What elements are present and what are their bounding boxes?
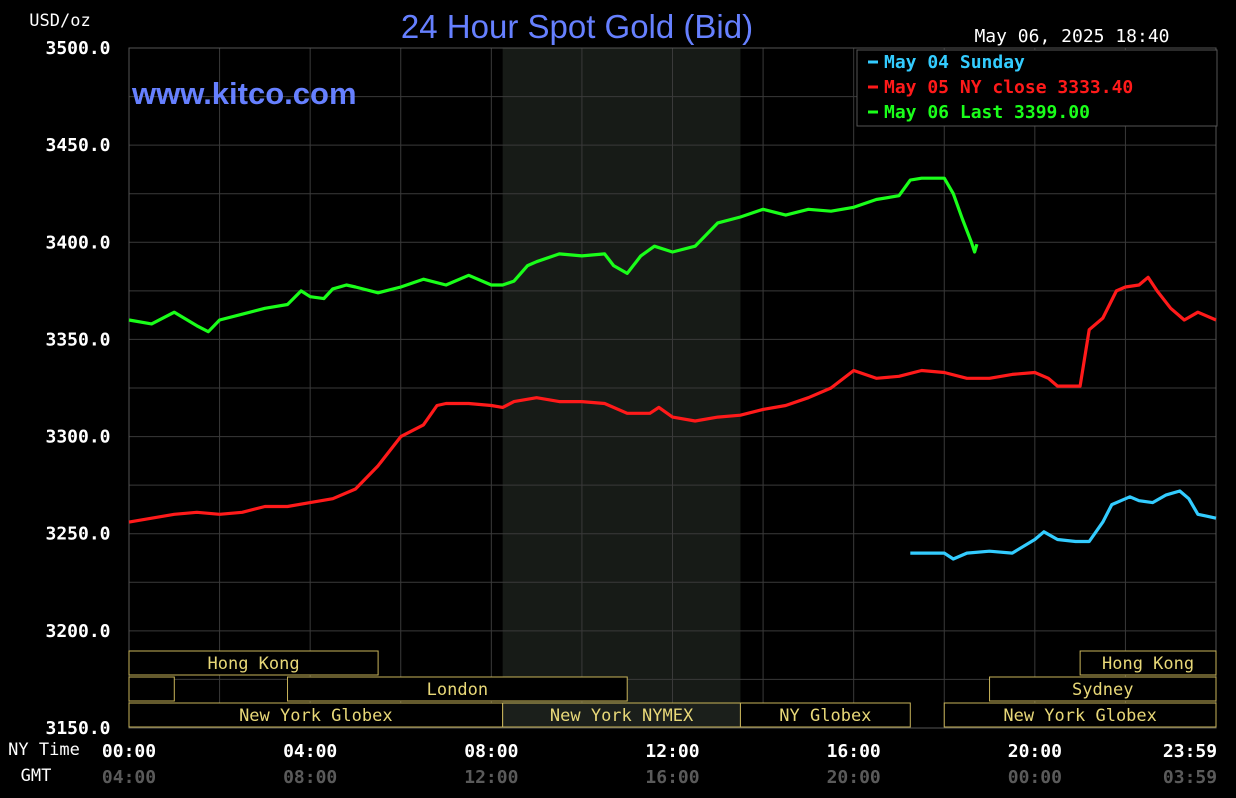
- market-bar-blank: [128, 676, 175, 702]
- market-label: New York Globex: [1003, 706, 1157, 726]
- ny-time-label: NY Time: [8, 740, 80, 760]
- market-label: Hong Kong: [1102, 654, 1194, 674]
- y-tick-label: 3200.0: [45, 621, 110, 642]
- price-series: [128, 176, 1217, 561]
- chart-title: 24 Hour Spot Gold (Bid): [401, 8, 753, 45]
- legend-markers: [868, 60, 878, 114]
- market-bar-sydney: [989, 676, 1217, 702]
- timestamp: May 06, 2025 18:40: [974, 26, 1169, 47]
- market-label: London: [427, 680, 488, 700]
- legend-entry-ny-close: May 05 NY close 3333.40: [884, 77, 1133, 98]
- x-tick-label-gmt: 08:00: [283, 767, 337, 788]
- series-line: [910, 489, 1217, 561]
- y-tick-label: 3500.0: [45, 38, 110, 59]
- x-tick-label-gmt: 00:00: [1008, 767, 1062, 788]
- gmt-label: GMT: [21, 766, 52, 786]
- market-label: Sydney: [1072, 680, 1133, 700]
- grid-lines: [128, 47, 1217, 729]
- x-tick-label-gmt: 12:00: [464, 767, 518, 788]
- market-bar-london: [287, 676, 628, 702]
- market-bar-new-york-globex: [943, 702, 1217, 728]
- market-bar-ny-globex: [739, 702, 911, 728]
- series-line: [128, 176, 979, 334]
- market-label: NY Globex: [779, 706, 871, 726]
- x-tick-label-ny: 20:00: [1008, 741, 1062, 762]
- x-tick-label-gmt: 16:00: [645, 767, 699, 788]
- y-tick-label: 3350.0: [45, 329, 110, 350]
- x-tick-label-ny: 00:00: [102, 741, 156, 762]
- x-tick-label-gmt: 04:00: [102, 767, 156, 788]
- market-bar-new-york-nymex: [502, 702, 741, 728]
- market-label: New York Globex: [239, 706, 393, 726]
- x-tick-label-ny: 16:00: [827, 741, 881, 762]
- series-line: [128, 275, 1217, 524]
- market-bar-new-york-globex: [128, 702, 504, 728]
- legend-entry-last: May 06 Last 3399.00: [884, 102, 1090, 123]
- unit-label: USD/oz: [29, 11, 90, 31]
- market-label: Hong Kong: [207, 654, 299, 674]
- market-bar-hong-kong: [1079, 650, 1217, 676]
- x-tick-label-ny: 04:00: [283, 741, 337, 762]
- axis-labels: 3500.0 3450.0 3400.0 3350.0 3300.0 3250.0 3200…: [45, 38, 1217, 788]
- x-tick-label-ny: 23:59: [1163, 741, 1217, 762]
- market-bar-hong-kong: [128, 650, 379, 676]
- legend-entry-sunday: May 04 Sunday: [884, 52, 1025, 73]
- y-tick-label: 3250.0: [45, 524, 110, 545]
- y-tick-label: 3300.0: [45, 427, 110, 448]
- market-session-bars: Hong Kong Hong Kong London Sydney New York G…: [128, 650, 1217, 728]
- plot-frame: [128, 47, 1217, 729]
- market-label: New York NYMEX: [550, 706, 694, 726]
- website-link[interactable]: www.kitco.com: [131, 76, 357, 111]
- x-tick-label-ny: 12:00: [645, 741, 699, 762]
- y-tick-label: 3150.0: [45, 718, 110, 739]
- legend-box: [856, 49, 1218, 127]
- y-tick-label: 3450.0: [45, 135, 110, 156]
- x-tick-label-ny: 08:00: [464, 741, 518, 762]
- y-tick-label: 3400.0: [45, 232, 110, 253]
- x-tick-label-gmt: 03:59: [1163, 767, 1217, 788]
- x-tick-label-gmt: 20:00: [827, 767, 881, 788]
